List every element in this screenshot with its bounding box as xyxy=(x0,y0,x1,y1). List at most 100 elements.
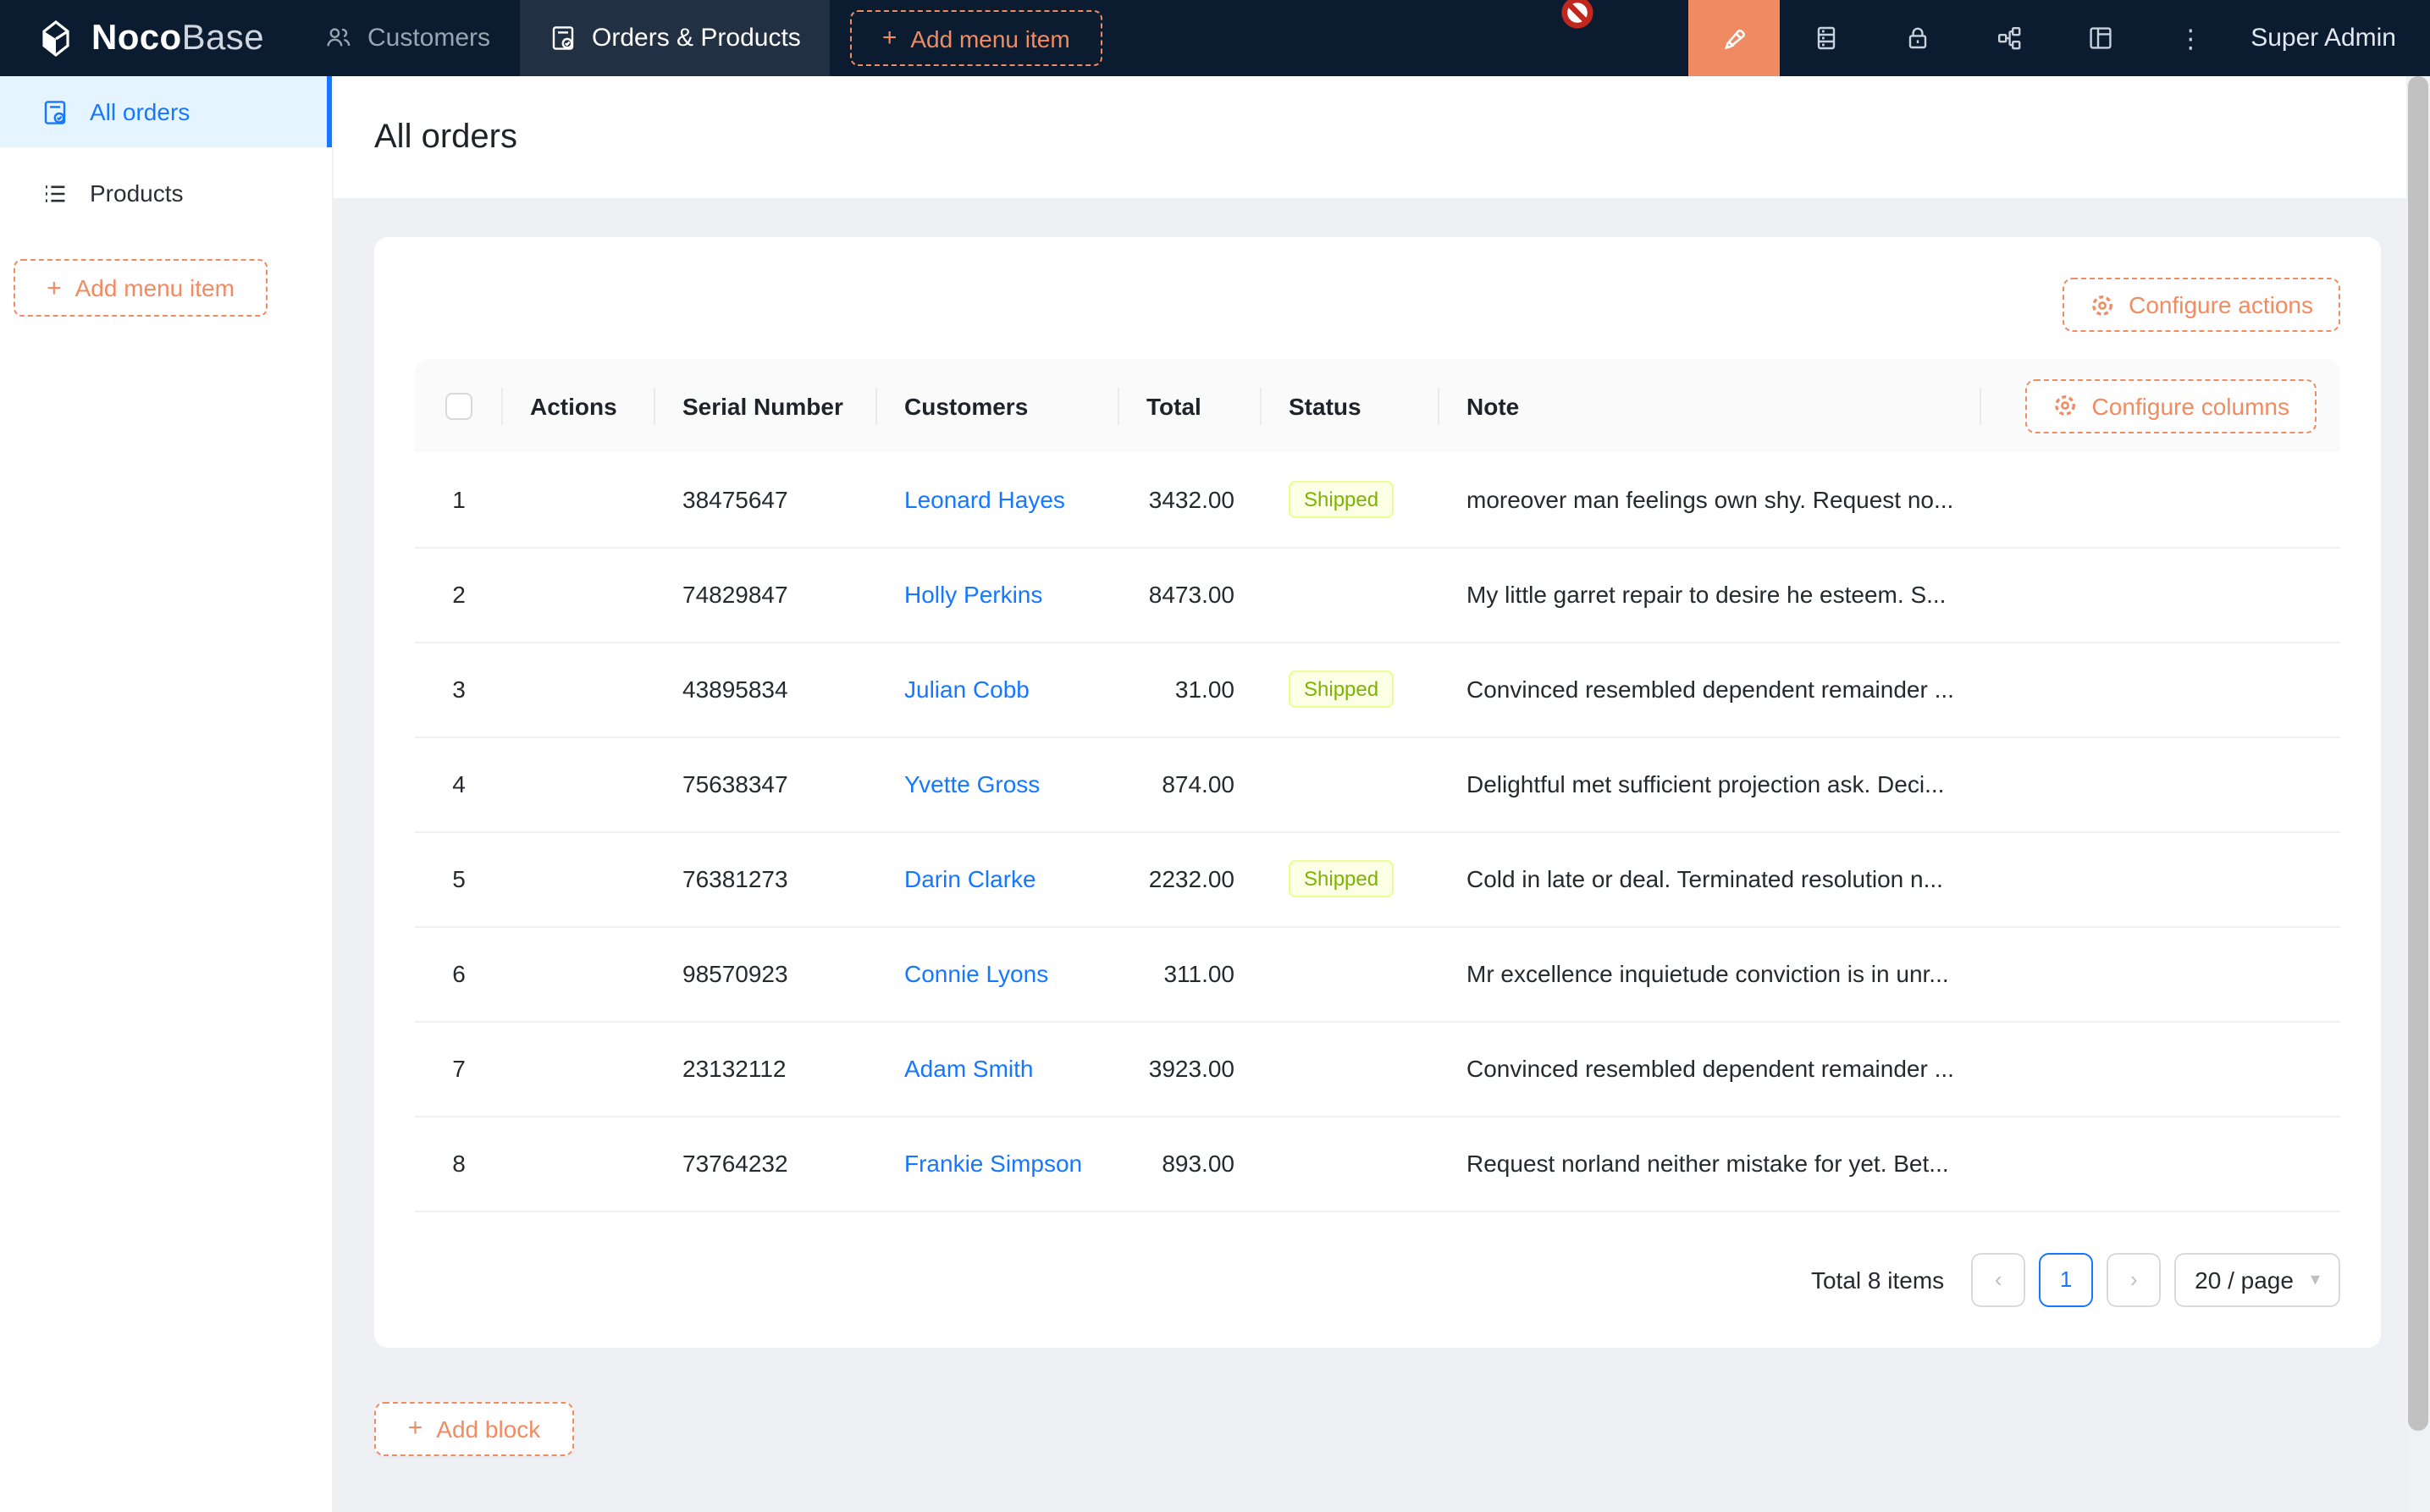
column-header-status: Status xyxy=(1262,359,1439,452)
orders-table: Actions Serial Number Customers Total St… xyxy=(415,359,2340,1211)
highlighter-pen-icon xyxy=(1719,23,1749,53)
customer-link[interactable]: Darin Clarke xyxy=(904,865,1036,892)
user-name: Super Admin xyxy=(2251,24,2396,52)
customer-link[interactable]: Julian Cobb xyxy=(904,676,1030,703)
scrollbar-thumb[interactable] xyxy=(2408,76,2428,1431)
cell-note: Convinced resembled dependent remainder … xyxy=(1439,1021,1981,1117)
page-size-value: 20 / page xyxy=(2195,1266,2294,1293)
cell-actions xyxy=(503,1116,655,1211)
pagination-page-1[interactable]: 1 xyxy=(2039,1252,2094,1306)
sidebar-item-label: All orders xyxy=(90,98,191,125)
column-header-serial-number: Serial Number xyxy=(655,359,877,452)
page-content: Configure actions Actions Serial Number … xyxy=(334,198,2406,1512)
cell-total: 2232.00 xyxy=(1119,831,1262,927)
sidebar-add-menu-item-button[interactable]: + Add menu item xyxy=(14,259,268,317)
order-document-icon xyxy=(41,97,69,126)
cell-total: 3923.00 xyxy=(1119,1021,1262,1117)
cell-serial-number: 76381273 xyxy=(655,831,877,927)
customer-link[interactable]: Adam Smith xyxy=(904,1055,1034,1082)
status-badge: Shipped xyxy=(1289,480,1394,518)
order-document-icon xyxy=(548,24,577,52)
cell-customer: Connie Lyons xyxy=(877,926,1119,1022)
status-badge: Shipped xyxy=(1289,670,1394,708)
cell-trailing xyxy=(1981,1116,2340,1211)
table-row[interactable]: 8 73764232 Frankie Simpson 893.00 Reques… xyxy=(415,1116,2340,1211)
table-row[interactable]: 7 23132112 Adam Smith 3923.00 Convinced … xyxy=(415,1021,2340,1117)
nav-tab-orders-products[interactable]: Orders & Products xyxy=(519,0,830,76)
sidebar: All orders Products + Add menu item xyxy=(0,76,334,1512)
customer-link[interactable]: Connie Lyons xyxy=(904,960,1049,987)
cell-serial-number: 23132112 xyxy=(655,1021,877,1117)
top-navbar: NocoBase Customers xyxy=(0,0,2430,76)
cell-customer: Frankie Simpson xyxy=(877,1116,1119,1211)
plus-icon: + xyxy=(407,1414,423,1443)
table-row[interactable]: 3 43895834 Julian Cobb 31.00 Shipped Con… xyxy=(415,642,2340,737)
nocobase-logo-icon xyxy=(34,16,78,60)
table-row[interactable]: 1 38475647 Leonard Hayes 3432.00 Shipped… xyxy=(415,452,2340,548)
customer-link[interactable]: Yvette Gross xyxy=(904,770,1041,797)
row-index: 8 xyxy=(452,1150,466,1177)
pagination-prev-button[interactable]: ‹ xyxy=(1971,1252,2026,1306)
customer-link[interactable]: Holly Perkins xyxy=(904,581,1043,608)
cell-trailing xyxy=(1981,547,2340,643)
customer-link[interactable]: Frankie Simpson xyxy=(904,1150,1083,1177)
plugin-flow-icon[interactable] xyxy=(1963,0,2054,76)
cell-actions xyxy=(503,831,655,927)
cell-trailing xyxy=(1981,831,2340,927)
gear-icon xyxy=(2053,393,2079,418)
page-size-select[interactable]: 20 / page ▾ xyxy=(2174,1252,2340,1306)
table-row[interactable]: 2 74829847 Holly Perkins 8473.00 My litt… xyxy=(415,547,2340,643)
cell-status: Shipped xyxy=(1262,642,1439,737)
configure-columns-button[interactable]: Configure columns xyxy=(2025,378,2317,433)
main-area: All orders Configure actions xyxy=(334,76,2406,1512)
layout-icon[interactable] xyxy=(2054,0,2146,76)
table-row[interactable]: 6 98570923 Connie Lyons 311.00 Mr excell… xyxy=(415,926,2340,1022)
column-header-customers: Customers xyxy=(877,359,1119,452)
table-row[interactable]: 4 75638347 Yvette Gross 874.00 Delightfu… xyxy=(415,737,2340,832)
select-all-checkbox[interactable] xyxy=(445,393,472,421)
sidebar-item-all-orders[interactable]: All orders xyxy=(0,76,332,147)
sidebar-item-products[interactable]: Products xyxy=(0,157,332,229)
navbar-left: NocoBase Customers xyxy=(0,0,1102,76)
cell-trailing xyxy=(1981,737,2340,832)
cell-customer: Leonard Hayes xyxy=(877,452,1119,548)
cell-note: Convinced resembled dependent remainder … xyxy=(1439,642,1981,737)
team-icon xyxy=(323,24,352,52)
cell-actions xyxy=(503,547,655,643)
ui-editor-button[interactable] xyxy=(1688,0,1781,76)
collections-database-icon[interactable] xyxy=(1780,0,1871,76)
cell-status xyxy=(1262,547,1439,643)
row-index: 2 xyxy=(452,581,466,608)
cell-total: 893.00 xyxy=(1119,1116,1262,1211)
pagination-total: Total 8 items xyxy=(1810,1266,1945,1293)
cell-trailing xyxy=(1981,642,2340,737)
cell-serial-number: 74829847 xyxy=(655,547,877,643)
sidebar-add-menu-item-label: Add menu item xyxy=(75,274,235,301)
navbar-right: ⋮ Super Admin xyxy=(1688,0,2430,76)
cell-trailing xyxy=(1981,926,2340,1022)
sidebar-item-label: Products xyxy=(90,179,184,207)
cell-customer: Darin Clarke xyxy=(877,831,1119,927)
user-menu[interactable]: Super Admin xyxy=(2237,0,2430,76)
nav-tab-customers[interactable]: Customers xyxy=(295,0,519,76)
nocobase-logo[interactable]: NocoBase xyxy=(0,0,295,76)
pagination-next-button[interactable]: › xyxy=(2107,1252,2162,1306)
table-header-row: Actions Serial Number Customers Total St… xyxy=(415,359,2340,452)
configure-actions-button[interactable]: Configure actions xyxy=(2063,278,2340,332)
orders-table-block: Configure actions Actions Serial Number … xyxy=(374,237,2381,1347)
status-badge: Shipped xyxy=(1289,860,1394,897)
table-row[interactable]: 5 76381273 Darin Clarke 2232.00 Shipped … xyxy=(415,831,2340,927)
table-toolbar: Configure actions xyxy=(415,278,2340,332)
lock-icon[interactable] xyxy=(1871,0,1963,76)
cell-trailing xyxy=(1981,1021,2340,1117)
nav-add-menu-item-label: Add menu item xyxy=(910,25,1070,52)
add-block-button[interactable]: + Add block xyxy=(374,1401,574,1455)
row-index: 4 xyxy=(452,770,466,797)
more-options-icon[interactable]: ⋮ xyxy=(2178,25,2206,53)
nav-add-menu-item-button[interactable]: + Add menu item xyxy=(849,10,1102,66)
cell-total: 874.00 xyxy=(1119,737,1262,832)
customer-link[interactable]: Leonard Hayes xyxy=(904,485,1065,513)
vertical-scrollbar[interactable] xyxy=(2406,76,2430,1512)
cell-status: Shipped xyxy=(1262,831,1439,927)
row-index: 7 xyxy=(452,1055,466,1082)
